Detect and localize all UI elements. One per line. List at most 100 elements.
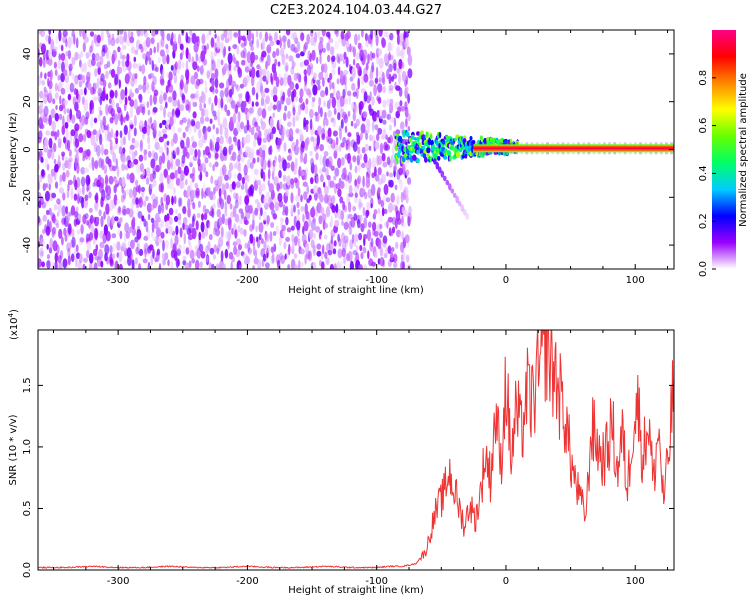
spectrogram-cell [206,255,209,263]
spectrogram-cell [429,156,433,163]
spectrogram-cell [125,231,130,239]
spectrogram-cell [321,64,324,74]
spectrogram-cell [405,254,410,263]
spectrogram-cell [122,208,127,216]
spectrogram-cell [237,111,241,123]
spectrogram-cell [38,258,42,268]
spectrogram-cell [378,57,384,69]
spectrogram-cell [318,97,322,106]
spectrogram-cell [438,166,442,174]
spectrogram-cell [143,149,148,155]
spectrogram-cell [295,83,299,90]
spectrogram-cell [68,149,72,157]
spectrogram-cell [122,64,127,72]
spectrogram-cell [358,202,364,208]
spectrogram-cell [159,172,164,184]
spectrogram-cell [107,34,111,46]
spectrogram-cell [156,227,161,237]
spectrogram-cell [437,155,441,161]
spectrogram-cell [421,145,426,150]
spectrogram-cell [254,121,258,127]
spectrogram-cell [292,32,298,42]
spectrogram-cell [172,125,176,134]
spectrogram-cell [398,87,403,97]
spectrogram-cell [317,187,321,195]
spectrogram-cell [370,65,375,74]
spectrogram-cell [299,88,304,99]
spectrogram-cell [78,133,84,143]
spectrogram-cell [105,231,111,242]
spectrogram-cell [424,156,428,163]
spectrogram-cell [375,34,379,47]
spectrogram-cell [304,105,309,115]
spectrogram-cell [366,128,370,134]
spectrogram-cell [408,137,412,143]
spectrogram-cell [308,216,311,227]
spectrogram-cell [377,258,381,265]
spectrogram-cell [279,236,282,246]
spectrogram-cell [369,79,375,87]
spectrogram-cell [238,97,243,104]
spectrogram-cell [351,82,356,91]
spectrogram-cell [252,218,255,231]
spectrogram-cell [400,106,406,112]
spectrogram-cell [160,78,165,86]
spectrogram-cell [284,205,289,216]
spectrogram-cell [304,42,308,50]
spectrogram-cell [235,248,241,258]
spectrogram-cell [142,53,147,60]
spectrogram-cell [248,107,254,114]
spectrogram-cell [391,39,394,52]
spectrogram-cell [166,146,169,156]
spectrogram-cell [147,150,152,158]
spectrogram-cell [211,208,215,218]
spectrogram-cell [122,116,126,123]
spectrogram-cell [138,196,143,208]
spectrogram-cell [99,55,104,65]
spectrogram-cell [324,222,329,229]
spectrogram-cell [173,195,177,205]
spectrogram-cell [205,208,210,214]
spectrogram-cell [401,163,406,175]
spectrogram-cell [158,136,164,143]
spectrogram-cell [201,33,206,45]
spectrogram-cell [191,135,195,143]
spectrogram-cell [107,82,112,89]
spectrogram-cell [114,178,119,185]
spectrogram-cell [261,144,267,151]
spectrogram-cell [351,45,354,53]
spectrogram-cell [283,112,287,121]
spectrogram-cell [392,226,395,234]
spectrogram-cell [303,84,307,92]
spectrogram-cell [70,33,74,45]
spectrogram-cell [334,219,340,228]
spectrogram-cell [228,251,234,260]
spectrogram-cell [212,89,215,95]
spectrogram-cell [189,30,193,36]
spectrogram-cell [138,248,144,256]
spectrogram-cell [318,41,324,54]
spectrogram-cell [244,242,248,249]
spectrogram-cell [407,68,413,79]
spectrogram-cell [213,254,216,260]
spectrogram-cell [349,162,353,171]
spectrogram-cell [189,249,195,260]
spectrogram-cell [210,73,216,80]
spectrogram-cell [98,157,103,169]
spectrogram-cell [200,221,205,233]
spectrogram-cell [172,90,177,101]
spectrogram-cell [135,197,140,205]
snr-x-axis-label: Height of straight line (km) [288,585,424,596]
spectrogram-cell [40,101,44,110]
spectrogram-cell [331,55,336,62]
spectrogram-cell [178,197,181,208]
spectrogram-cell [114,89,118,99]
spectrogram-cell [118,59,121,67]
spectrogram-cell [208,234,213,241]
spectrogram-cell [290,66,295,75]
spectrogram-cell [230,100,236,109]
spectrogram-cell [118,30,124,35]
spectrogram-cell [41,169,45,177]
spectrogram-cell [252,210,255,220]
spectrogram-cell [379,256,385,267]
